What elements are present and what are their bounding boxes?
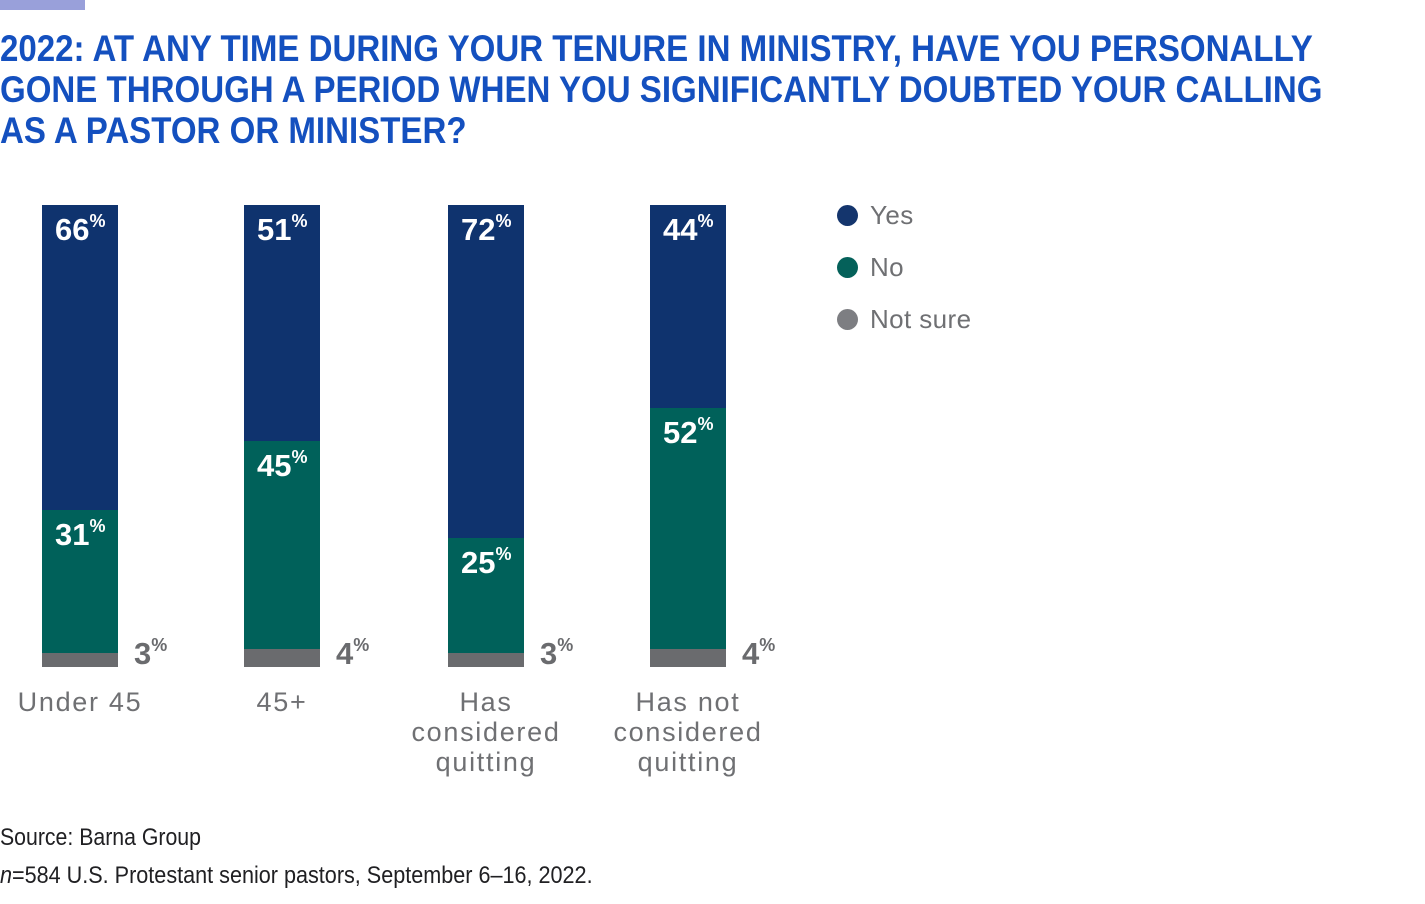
- category-label-has-considered-quitting: Has considered quitting: [411, 687, 561, 777]
- bar-under-45: 66% 31%: [42, 205, 118, 667]
- value-label-no: 45%: [257, 446, 308, 483]
- value-number: 51: [257, 212, 292, 247]
- source-note: Source: Barna Group n=584 U.S. Protestan…: [0, 819, 658, 895]
- segment-no: 25%: [448, 537, 524, 654]
- segment-not-sure: [650, 648, 726, 667]
- percent-sign: %: [89, 515, 106, 536]
- segment-yes: 44%: [650, 205, 726, 409]
- sample-line: n=584 U.S. Protestant senior pastors, Se…: [0, 857, 593, 895]
- value-number: 45: [257, 447, 292, 483]
- percent-sign: %: [89, 211, 106, 231]
- value-label-no: 52%: [663, 414, 714, 451]
- percent-sign: %: [697, 414, 714, 435]
- segment-not-sure: [244, 648, 320, 667]
- legend-item-yes: Yes: [837, 200, 971, 230]
- sample-rest: =584 U.S. Protestant senior pastors, Sep…: [12, 862, 593, 889]
- segment-yes: 72%: [448, 205, 524, 538]
- category-label-45-: 45+: [256, 687, 308, 717]
- value-number: 52: [663, 415, 698, 451]
- segment-yes: 51%: [244, 205, 320, 441]
- segment-not-sure: [42, 653, 118, 667]
- legend-item-not-sure: Not sure: [837, 304, 971, 334]
- percent-sign: %: [151, 635, 168, 655]
- value-label-yes: 51%: [257, 211, 308, 247]
- value-label-not-sure: 3%: [134, 635, 168, 671]
- segment-no: 45%: [244, 440, 320, 649]
- source-line: Source: Barna Group: [0, 824, 201, 851]
- title-line-3: AS A PASTOR OR MINISTER?: [0, 110, 467, 151]
- value-number: 72: [461, 212, 496, 247]
- legend-label-no: No: [870, 251, 905, 282]
- percent-sign: %: [495, 211, 512, 231]
- percent-sign: %: [759, 635, 776, 655]
- bar-45-: 51% 45%: [244, 205, 320, 667]
- percent-sign: %: [697, 211, 714, 231]
- value-label-yes: 66%: [55, 211, 106, 247]
- segment-no: 52%: [650, 408, 726, 649]
- legend-dot-no-icon: [837, 256, 858, 278]
- percent-sign: %: [291, 211, 308, 231]
- category-label-has-not-considered-quitting: Has not considered quitting: [613, 687, 763, 777]
- legend-dot-not-sure-icon: [837, 308, 858, 330]
- title-line-1: 2022: AT ANY TIME DURING YOUR TENURE IN …: [0, 28, 1313, 69]
- legend-item-no: No: [837, 252, 971, 282]
- segment-yes: 66%: [42, 205, 118, 510]
- value-number: 44: [663, 212, 698, 247]
- value-label-not-sure: 4%: [336, 635, 370, 671]
- value-number: 66: [55, 212, 90, 247]
- value-number: 4: [742, 636, 760, 671]
- legend: Yes No Not sure: [837, 200, 971, 359]
- legend-dot-yes-icon: [837, 204, 858, 226]
- value-number: 31: [55, 516, 90, 552]
- bar-has-considered-quitting: 72% 25%: [448, 205, 524, 667]
- value-number: 3: [134, 636, 152, 671]
- legend-label-not-sure: Not sure: [870, 303, 972, 334]
- value-label-no: 31%: [55, 515, 106, 552]
- value-number: 25: [461, 544, 496, 580]
- percent-sign: %: [353, 635, 370, 655]
- segment-no: 31%: [42, 509, 118, 654]
- bar-has-not-considered-quitting: 44% 52%: [650, 205, 726, 667]
- category-label-under-45: Under 45: [17, 687, 143, 717]
- value-label-yes: 44%: [663, 211, 714, 247]
- accent-bar: [0, 0, 85, 10]
- percent-sign: %: [291, 446, 308, 467]
- sample-n: n: [0, 862, 13, 889]
- percent-sign: %: [495, 543, 512, 564]
- value-number: 3: [540, 636, 558, 671]
- value-label-not-sure: 4%: [742, 635, 776, 671]
- segment-not-sure: [448, 653, 524, 667]
- value-label-not-sure: 3%: [540, 635, 574, 671]
- value-label-yes: 72%: [461, 211, 512, 247]
- value-number: 4: [336, 636, 354, 671]
- legend-label-yes: Yes: [870, 199, 914, 230]
- percent-sign: %: [557, 635, 574, 655]
- value-label-no: 25%: [461, 543, 512, 580]
- chart-title: 2022: AT ANY TIME DURING YOUR TENURE IN …: [0, 28, 1322, 151]
- title-line-2: GONE THROUGH A PERIOD WHEN YOU SIGNIFICA…: [0, 69, 1323, 110]
